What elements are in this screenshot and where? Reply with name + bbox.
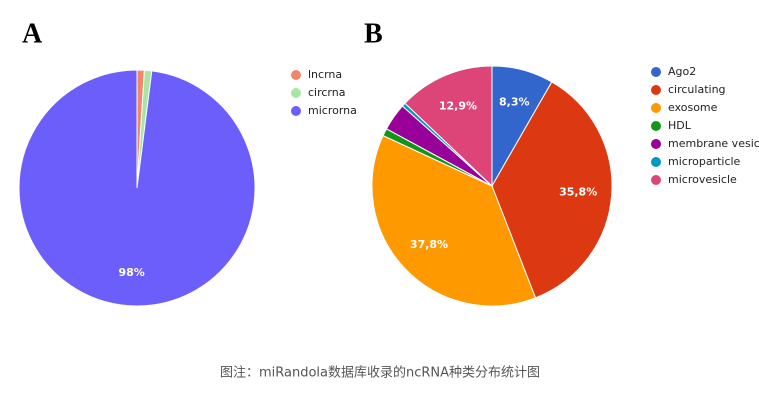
legend-marker	[291, 70, 301, 80]
pie-slice	[404, 65, 493, 188]
legend-marker	[651, 121, 661, 131]
value-label: 8,3%	[499, 96, 530, 109]
value-label: 35,8%	[559, 186, 597, 199]
legend-label: HDL	[668, 119, 692, 132]
panel-label: B	[364, 18, 383, 49]
legend-label: circulating	[668, 83, 726, 96]
legend-marker	[651, 157, 661, 167]
legend-label: microvesicle	[668, 173, 737, 186]
legend-label: lncrna	[308, 68, 342, 81]
legend-label: microparticle	[668, 155, 741, 168]
pie-slice	[491, 81, 613, 299]
legend-label: membrane vesicle	[668, 137, 759, 150]
legend-label: exosome	[668, 101, 718, 114]
legend-marker	[651, 85, 661, 95]
pie-slice	[18, 69, 256, 307]
legend-marker	[651, 139, 661, 149]
legend-marker	[291, 88, 301, 98]
caption: 图注：miRandola数据库收录的ncRNA种类分布统计图	[220, 365, 540, 381]
pie-slice	[371, 134, 537, 307]
legend-marker	[651, 67, 661, 77]
value-label: 98%	[118, 266, 144, 279]
legend-label: microrna	[308, 104, 357, 117]
panel-label: A	[22, 18, 43, 49]
legend-marker	[651, 103, 661, 113]
legend-label: Ago2	[668, 65, 696, 78]
legend-marker	[291, 106, 301, 116]
legend-marker	[651, 175, 661, 185]
value-label: 37,8%	[410, 238, 448, 251]
legend-label: circrna	[308, 86, 345, 99]
value-label: 12,9%	[439, 100, 477, 113]
